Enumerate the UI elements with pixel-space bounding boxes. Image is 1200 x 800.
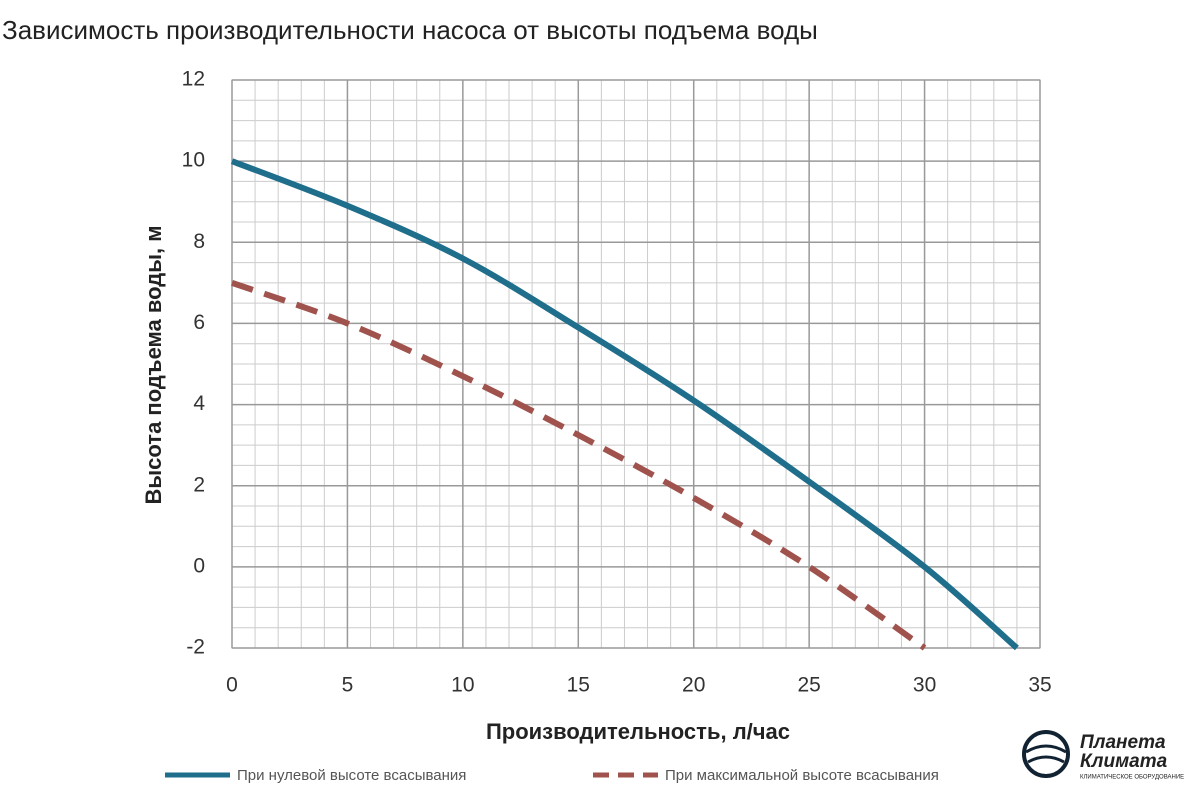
x-tick-label: 10 <box>451 674 474 697</box>
y-tick-label: 8 <box>193 230 205 253</box>
y-tick-label: 10 <box>182 149 205 172</box>
series-line <box>230 158 1019 651</box>
logo-tagline: КЛИМАТИЧЕСКОЕ ОБОРУДОВАНИЕ <box>1080 775 1184 781</box>
logo-icon <box>1022 730 1070 778</box>
x-tick-label: 20 <box>682 674 705 697</box>
y-tick-label: -2 <box>186 636 205 659</box>
x-tick-label: 35 <box>1028 674 1051 697</box>
x-tick-label: 30 <box>913 674 936 697</box>
y-tick-label: 4 <box>193 392 205 415</box>
y-tick-label: 0 <box>193 554 205 577</box>
y-axis-label: Высота подъема воды, м <box>141 226 166 505</box>
logo-text: Климата <box>1080 751 1168 772</box>
x-tick-label: 0 <box>226 674 238 697</box>
x-axis-label: Производительность, л/час <box>486 719 790 744</box>
logo-text: Планета <box>1080 732 1166 753</box>
x-tick-label: 25 <box>797 674 820 697</box>
series-line <box>231 280 927 651</box>
x-tick-label: 5 <box>342 674 354 697</box>
chart-title: Зависимость производительности насоса от… <box>2 15 818 45</box>
legend-label: При максимальной высоте всасывания <box>665 767 939 784</box>
y-tick-label: 2 <box>193 473 205 496</box>
legend-label: При нулевой высоте всасывания <box>237 767 466 784</box>
y-tick-label: 12 <box>182 68 205 91</box>
y-tick-label: 6 <box>193 311 205 334</box>
logo: Планета Климата КЛИМАТИЧЕСКОЕ ОБОРУДОВАН… <box>1022 730 1184 781</box>
x-tick-label: 15 <box>567 674 590 697</box>
logo-waves <box>1025 744 1067 764</box>
